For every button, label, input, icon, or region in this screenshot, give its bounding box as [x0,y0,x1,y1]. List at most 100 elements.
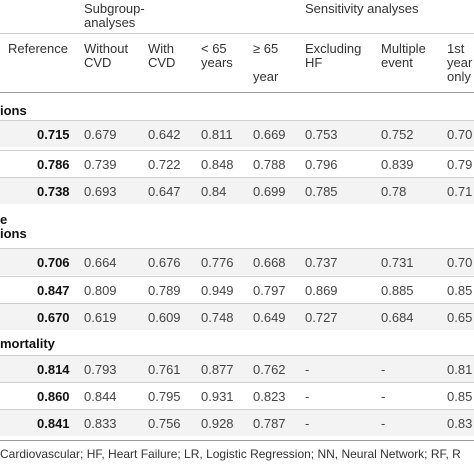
row-rule [0,177,474,178]
cell-lt65: 0.949 [201,283,234,298]
row-rule [0,248,474,249]
table-row [0,150,474,177]
header-top-rule [0,33,474,34]
cell-lt65: 0.848 [201,157,234,172]
cell-multi: - [381,416,386,431]
cell-first-year: 0.70 [447,127,473,142]
col-header-excluding-hf: Excluding HF [305,41,362,70]
sensitivity-analyses-label: Sensitivity analyses [305,1,419,16]
cell-ge65: 0.699 [253,184,286,199]
cell-multi: 0.731 [381,255,414,270]
cell-with-cvd: 0.676 [148,255,181,270]
cell-reference: 0.814 [37,362,70,377]
cell-reference: 0.706 [37,255,70,270]
cell-with-cvd: 0.795 [148,389,181,404]
row-rule [0,382,474,383]
row-rule [0,355,474,356]
cell-with-cvd: 0.789 [148,283,181,298]
cell-without-cvd: 0.739 [84,157,117,172]
cell-reference: 0.715 [37,127,70,142]
cell-without-cvd: 0.693 [84,184,117,199]
cell-multi: 0.752 [381,127,414,142]
cell-reference: 0.738 [37,184,70,199]
cell-without-cvd: 0.809 [84,283,117,298]
cell-with-cvd: 0.642 [148,127,181,142]
col-header-reference: Reference [8,41,68,56]
cell-ge65: 0.787 [253,416,286,431]
cell-first-year: 0.81 [447,362,473,377]
cell-first-year: 0.83 [447,416,473,431]
cell-excl-hf: 0.869 [305,283,338,298]
cell-multi: 0.885 [381,283,414,298]
subgroup-analyses-label: Subgroup- analyses [84,1,145,30]
table-footnote: Cardiovascular; HF, Heart Failure; LR, L… [0,447,461,461]
col-header-first-year: 1st year only [447,41,473,84]
cell-first-year: 0.71 [447,184,473,199]
cell-excl-hf: 0.753 [305,127,338,142]
cell-excl-hf: 0.737 [305,255,338,270]
cell-ge65: 0.668 [253,255,286,270]
cell-first-year: 0.79 [447,157,473,172]
cell-with-cvd: 0.609 [148,310,181,325]
cell-with-cvd: 0.647 [148,184,181,199]
cell-excl-hf: 0.727 [305,310,338,325]
col-header-lt65: < 65 years [201,41,233,70]
cell-without-cvd: 0.619 [84,310,117,325]
row-rule [0,276,474,277]
col-header-ge65: ≥ 65 year [253,41,279,84]
cell-first-year: 0.85 [447,283,473,298]
cell-excl-hf: - [305,362,310,377]
cell-first-year: 0.85 [447,389,473,404]
table-row [0,382,474,409]
section-title: ions [0,103,27,118]
cell-ge65: 0.823 [253,389,286,404]
table-row [0,177,474,204]
cell-lt65: 0.748 [201,310,234,325]
cell-with-cvd: 0.756 [148,416,181,431]
cell-ge65: 0.797 [253,283,286,298]
cell-without-cvd: 0.844 [84,389,117,404]
cell-without-cvd: 0.833 [84,416,117,431]
cell-lt65: 0.84 [201,184,227,199]
cell-multi: 0.839 [381,157,414,172]
table-row [0,409,474,436]
section-title: mortality [0,336,55,351]
cell-with-cvd: 0.761 [148,362,181,377]
cell-multi: - [381,389,386,404]
cell-first-year: 0.70 [447,255,473,270]
cell-lt65: 0.811 [201,127,233,142]
cell-without-cvd: 0.679 [84,127,117,142]
cell-excl-hf: - [305,416,310,431]
cell-multi: - [381,362,386,377]
row-rule [0,120,474,121]
cell-ge65: 0.669 [253,127,286,142]
cell-ge65: 0.649 [253,310,286,325]
table-row [0,303,474,330]
cell-reference: 0.786 [37,157,70,172]
cell-multi: 0.684 [381,310,414,325]
cell-reference: 0.841 [37,416,70,431]
table-row [0,276,474,303]
cell-multi: 0.78 [381,184,407,199]
cell-reference: 0.860 [37,389,70,404]
subgroup-analyses-header: Subgroup- analyses [84,2,145,30]
cell-excl-hf: - [305,389,310,404]
cell-excl-hf: 0.785 [305,184,338,199]
cell-reference: 0.847 [37,283,70,298]
col-header-multiple-event: Multiple event [381,41,426,70]
cell-ge65: 0.788 [253,157,286,172]
col-header-with-cvd: With CVD [148,41,176,70]
table-row [0,120,474,147]
cell-lt65: 0.931 [201,389,234,404]
cell-with-cvd: 0.722 [148,157,181,172]
col-header-without-cvd: Without CVD [84,41,129,70]
header-bottom-rule [0,92,474,93]
cell-lt65: 0.928 [201,416,234,431]
cell-excl-hf: 0.796 [305,157,338,172]
row-rule [0,150,474,151]
cell-without-cvd: 0.664 [84,255,117,270]
cell-ge65: 0.762 [253,362,286,377]
cell-first-year: 0.65 [447,310,473,325]
cell-lt65: 0.776 [201,255,234,270]
cell-without-cvd: 0.793 [84,362,117,377]
